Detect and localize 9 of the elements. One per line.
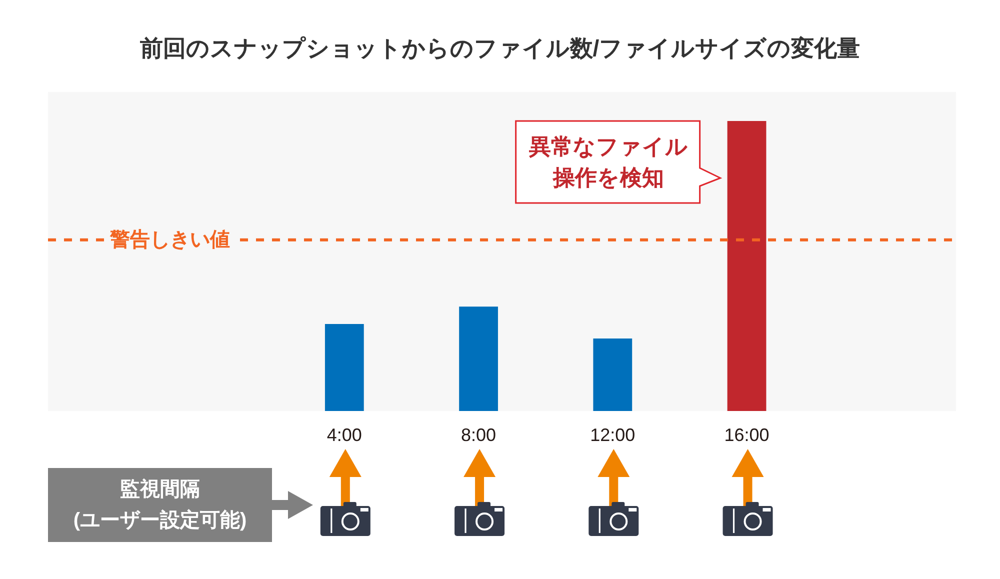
x-tick-label: 12:00 [590, 425, 636, 445]
chart-title: 前回のスナップショットからのファイル数/ファイルサイズの変化量 [138, 35, 860, 61]
x-tick-label: 16:00 [724, 425, 770, 445]
ref-line-label: 警告しきい値 [109, 228, 230, 251]
text: 監視間隔 (ユーザー設定可能) [73, 478, 247, 532]
callout: 異常なファイル操作を検知 [515, 120, 722, 204]
annotation: 異常なファイル操作を検知 [528, 134, 688, 190]
x-tick-label: 8:00 [461, 425, 496, 445]
x-tick-label: 4:00 [326, 425, 362, 445]
